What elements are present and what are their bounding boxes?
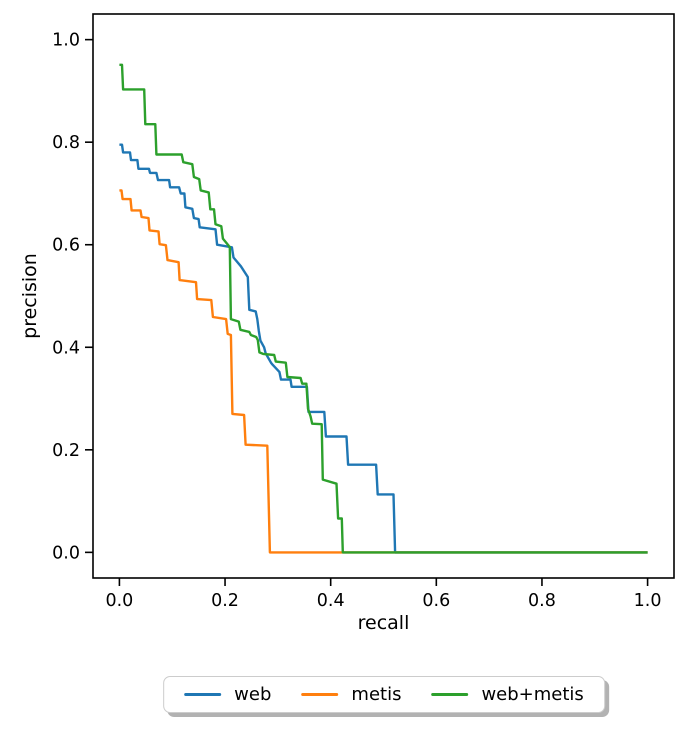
curve-web (119, 143, 648, 554)
y-axis-label: precision (19, 253, 41, 339)
y-tick-label: 0.2 (52, 441, 80, 461)
plot-frame (92, 13, 675, 579)
legend-line-swatch-metis (301, 693, 339, 696)
y-tick-label: 0.0 (52, 543, 80, 563)
x-tick-label: 0.2 (211, 591, 239, 611)
y-tick-label: 0.8 (52, 133, 80, 153)
curve-metis (119, 189, 648, 554)
legend-item-web-metis: web+metis (431, 684, 584, 705)
x-axis-label: recall (357, 612, 410, 634)
legend-label-web-metis: web+metis (481, 684, 584, 705)
y-tick-label: 0.4 (52, 338, 80, 358)
legend-line-swatch-web-metis (431, 693, 469, 696)
y-tick-label: 1.0 (52, 31, 80, 51)
legend-item-web: web (184, 684, 271, 705)
legend: web metis web+metis (163, 676, 605, 713)
x-tick-label: 0.4 (317, 591, 345, 611)
x-tick-label: 0.6 (422, 591, 450, 611)
legend-label-metis: metis (351, 684, 402, 705)
x-tick-label: 1.0 (634, 591, 662, 611)
x-tick-label: 0.0 (105, 591, 133, 611)
x-tick-label: 0.8 (528, 591, 556, 611)
legend-label-web: web (234, 684, 272, 705)
legend-item-metis: metis (301, 684, 401, 705)
pr-chart-canvas: 0.0 0.2 0.4 0.6 0.8 1.0 0.0 0.2 0.4 0.6 0.8 1.0 (52, 13, 675, 611)
y-tick-label: 0.6 (52, 236, 80, 256)
curve-web-metis (119, 63, 648, 554)
legend-line-swatch-web (184, 693, 222, 696)
